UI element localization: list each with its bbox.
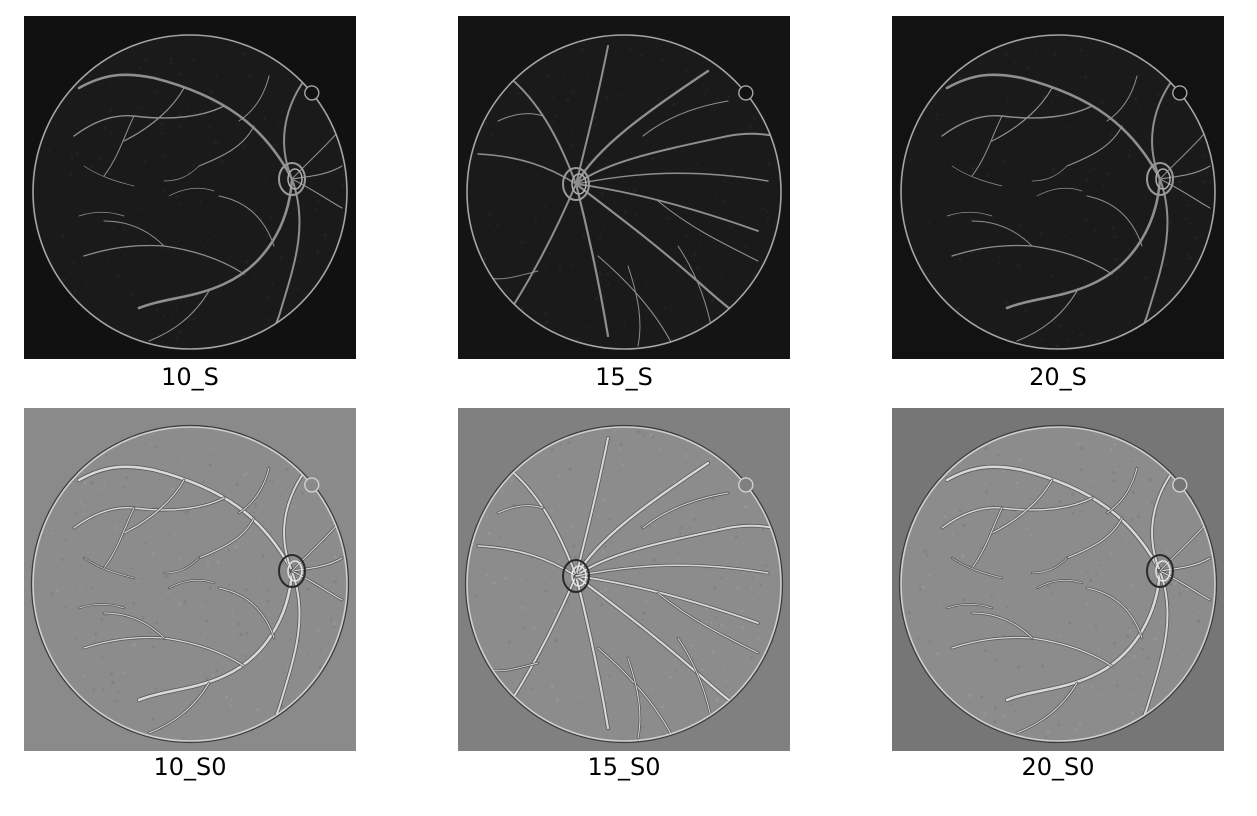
caption-15-s: 15_S (595, 363, 653, 391)
fundus-image-10-s (24, 16, 356, 359)
caption-15-s0: 15_S0 (587, 753, 661, 781)
fundus-image-15-s0 (458, 408, 790, 751)
fundus-image-10-s0 (24, 408, 356, 751)
fundus-image-20-s (892, 16, 1224, 359)
caption-10-s0: 10_S0 (153, 753, 227, 781)
caption-20-s: 20_S (1029, 363, 1087, 391)
fundus-image-15-s (458, 16, 790, 359)
fundus-image-20-s0 (892, 408, 1224, 751)
caption-10-s: 10_S (161, 363, 219, 391)
caption-20-s0: 20_S0 (1021, 753, 1095, 781)
